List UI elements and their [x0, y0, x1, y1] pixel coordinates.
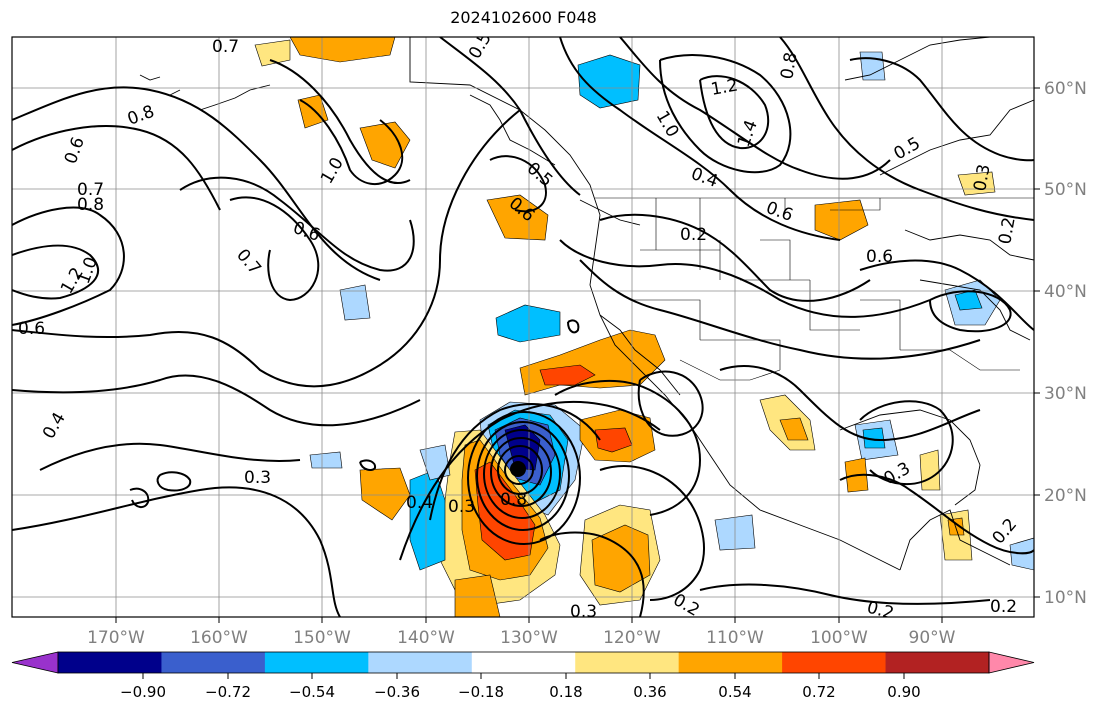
colorbar-tick-label: 0.90: [887, 683, 920, 701]
lat-labels: 60°N 50°N 40°N 30°N 20°N 10°N: [1044, 79, 1087, 608]
lon-label: 150°W: [293, 628, 351, 648]
lat-label: 50°N: [1044, 180, 1087, 200]
anomaly-patch: [339, 284, 371, 321]
lon-label: 100°W: [810, 628, 868, 648]
contour-label: 0.6: [18, 319, 45, 339]
anomaly-patch: [254, 39, 291, 67]
colorbar-tick-label: 0.54: [718, 683, 751, 701]
colorbar: [11, 651, 1035, 674]
colorbar-tick-label: −0.36: [374, 683, 420, 701]
colorbar-swatch: [678, 652, 783, 673]
colorbar-swatch: [782, 652, 887, 673]
colorbar-tick-label: −0.72: [205, 683, 251, 701]
lat-label: 30°N: [1044, 384, 1087, 404]
colorbar-tick-label: −0.54: [289, 683, 335, 701]
contour-label: 0.8: [777, 51, 801, 81]
anomaly-patch: [419, 444, 451, 481]
anomaly-patch: [779, 417, 809, 441]
colorbar-tick-label: −0.90: [120, 683, 166, 701]
anomaly-patch: [594, 427, 633, 453]
lat-label: 60°N: [1044, 79, 1087, 99]
colorbar-extend-low: [11, 651, 59, 674]
lon-label: 110°W: [706, 628, 764, 648]
anomaly-patch: [947, 517, 965, 536]
contour-label: 0.7: [77, 180, 104, 200]
contour-label: 0.2: [995, 216, 1019, 246]
lon-axis: [115, 617, 943, 623]
anomaly-patch: [454, 574, 501, 617]
lon-label: 130°W: [500, 628, 558, 648]
map-frame: [11, 36, 1035, 618]
colorbar-swatch: [471, 652, 576, 673]
colorbar-tick-label: 0.72: [802, 683, 835, 701]
colorbar-tick-label: 0.18: [549, 683, 582, 701]
state-borders: [595, 197, 1034, 381]
colorbar-labels: −0.90 −0.72 −0.54 −0.36 −0.18 0.18 0.36 …: [120, 683, 921, 701]
lat-label: 40°N: [1044, 282, 1087, 302]
colorbar-outline: [57, 651, 990, 674]
anomaly-patch: [577, 54, 641, 109]
lat-label: 20°N: [1044, 486, 1087, 506]
lon-label: 160°W: [190, 628, 248, 648]
colorbar-swatch: [161, 652, 266, 673]
lon-label: 90°W: [909, 628, 956, 648]
anomaly-patch: [919, 449, 941, 491]
contour-label: 0.3: [244, 468, 271, 488]
colorbar-tick-label: 0.36: [633, 683, 666, 701]
colorbar-swatch: [575, 652, 680, 673]
colorbar-tick-label: −0.18: [458, 683, 504, 701]
map-title: 2024102600 F048: [450, 8, 597, 27]
lat-axis: [1034, 87, 1040, 598]
anomaly-patch: [591, 524, 651, 593]
contour-label: 0.8: [77, 195, 104, 215]
anomaly-patch: [539, 364, 596, 386]
contour-label: 0.3: [448, 497, 475, 517]
lat-label: 10°N: [1044, 588, 1087, 608]
colorbar-extend-high: [988, 651, 1035, 674]
colorbar-swatch: [368, 652, 473, 673]
contour-label: 0.2: [680, 225, 707, 245]
contour-label: 0.8: [500, 490, 527, 510]
contour-label: 0.3: [570, 602, 597, 622]
contour-label: 0.4: [406, 493, 433, 513]
anomaly-patch: [289, 37, 396, 63]
coastlines: [139, 37, 1034, 571]
contour-label: 0.7: [212, 37, 239, 57]
lon-label: 120°W: [603, 628, 661, 648]
colorbar-swatch: [58, 652, 162, 673]
contour-lines: [12, 37, 1034, 617]
contour-label: 0.3: [970, 163, 994, 193]
colorbar-swatch: [885, 652, 990, 673]
colorbar-ticks: [142, 673, 905, 679]
contour-label: 0.2: [865, 598, 896, 624]
contour-label: 0.6: [866, 247, 893, 267]
lon-label: 140°W: [397, 628, 455, 648]
contour-label: 1.2: [709, 76, 739, 100]
colorbar-swatch: [264, 652, 369, 673]
contour-label: 0.2: [990, 597, 1017, 617]
lon-label: 170°W: [87, 628, 145, 648]
anomaly-patch: [862, 427, 886, 449]
anomaly-patch: [486, 194, 549, 241]
lon-labels: 170°W 160°W 150°W 140°W 130°W 120°W 110°…: [87, 628, 956, 648]
anomaly-patch: [309, 451, 343, 469]
cyclone-center-marker: [510, 461, 526, 477]
anomaly-patch: [495, 304, 561, 343]
